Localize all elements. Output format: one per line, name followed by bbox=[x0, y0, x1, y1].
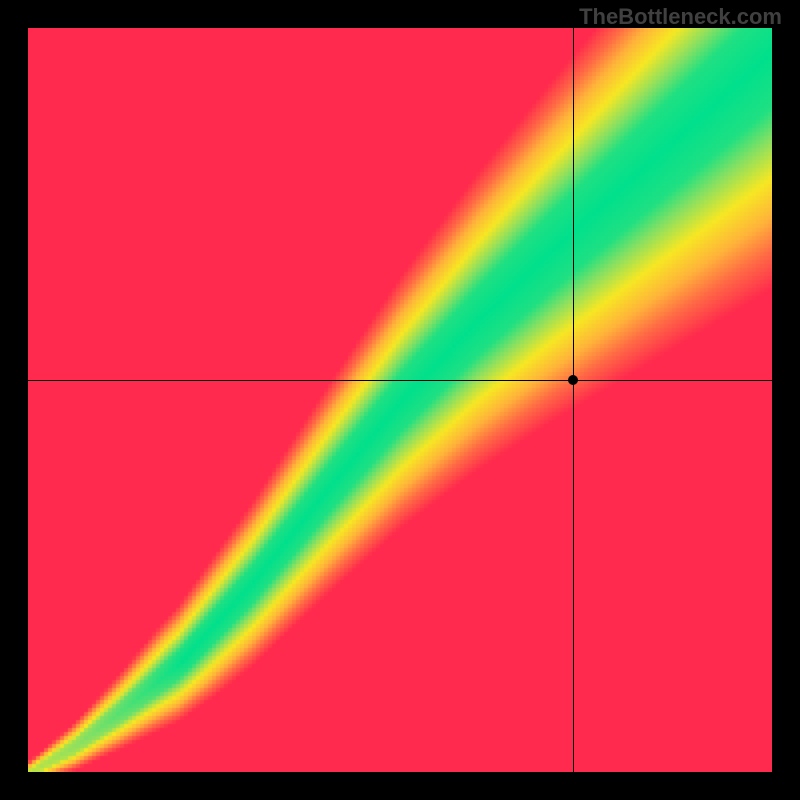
crosshair-horizontal bbox=[28, 380, 772, 381]
crosshair-vertical bbox=[573, 28, 574, 772]
heatmap-canvas bbox=[28, 28, 772, 772]
watermark-text: TheBottleneck.com bbox=[579, 4, 782, 30]
crosshair-marker bbox=[568, 375, 578, 385]
heatmap-plot bbox=[28, 28, 772, 772]
